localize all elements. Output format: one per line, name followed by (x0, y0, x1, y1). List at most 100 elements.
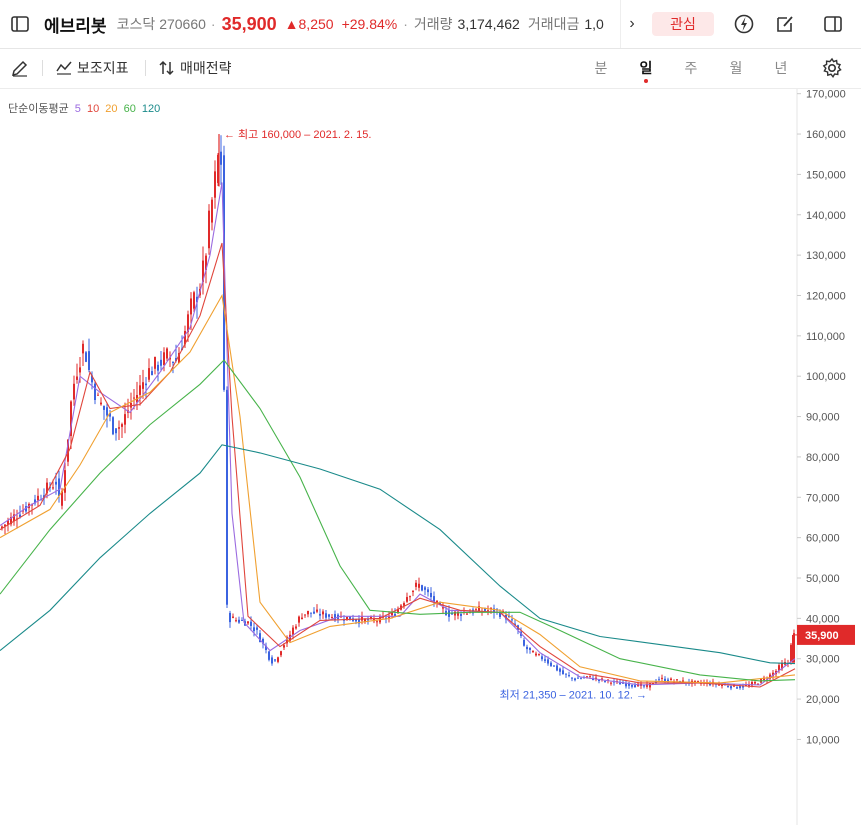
y-tick-label: 70,000 (806, 492, 840, 504)
candle-body (226, 389, 228, 605)
period-year[interactable]: 년 (774, 60, 788, 76)
candle-body (751, 682, 753, 686)
candle-body (166, 348, 168, 359)
period-week[interactable]: 주 (684, 60, 698, 76)
candle-body (295, 626, 297, 629)
candle-body (274, 659, 276, 661)
candle-body (571, 677, 573, 679)
price-chart[interactable]: 10,000 20,000 30,000 40,000 50,000 60,000 70,0… (0, 89, 861, 825)
candle-body (781, 663, 783, 670)
candle-body (598, 679, 600, 681)
candle-body (574, 678, 576, 681)
y-tick-label: 80,000 (806, 452, 840, 464)
candle-body (628, 682, 630, 686)
candle-body (154, 357, 156, 369)
candle-body (577, 677, 579, 679)
candle-body (730, 686, 732, 689)
candle-body (67, 439, 69, 462)
candle-body (487, 610, 489, 612)
volume-label: 거래량 (413, 16, 453, 32)
candle-body (376, 621, 378, 623)
period-minute[interactable]: 분 (594, 60, 608, 76)
candle-body (64, 470, 66, 493)
candle-body (550, 662, 552, 666)
candle-body (271, 657, 273, 664)
candle-body (208, 210, 210, 249)
candle-body (523, 639, 525, 646)
candle-body (451, 613, 453, 615)
candle-body (385, 617, 387, 619)
y-tick-label: 20,000 (806, 694, 840, 706)
amount-value: 1,0 (584, 16, 604, 32)
candle-body (247, 621, 249, 624)
candle-body (748, 684, 750, 687)
period-day[interactable]: 일 (633, 48, 659, 88)
current-price-tag (797, 624, 855, 645)
candle-body (328, 614, 330, 617)
candle-body (439, 602, 441, 604)
candle-body (736, 687, 738, 689)
candle-body (214, 171, 216, 198)
moving-average-ma60 (0, 359, 796, 682)
panel-toggle-icon[interactable] (10, 14, 30, 34)
candle-body (754, 681, 756, 684)
candle-body (46, 482, 48, 494)
candle-body (157, 364, 159, 371)
candle-body (778, 665, 780, 671)
candle-body (370, 616, 372, 619)
candle-body (232, 616, 234, 618)
indicator-button[interactable]: 보조지표 (55, 48, 129, 88)
toolbar-divider (42, 60, 43, 76)
candle-body (256, 627, 258, 630)
candle-body (604, 681, 606, 683)
candle-body (58, 478, 60, 496)
candle-body (349, 616, 351, 621)
candle-body (430, 592, 432, 598)
lightning-icon[interactable] (733, 13, 755, 35)
strategy-button[interactable]: 매매전략 (158, 48, 232, 88)
candle-body (220, 151, 222, 165)
candle-body (658, 679, 660, 681)
candle-body (193, 292, 195, 309)
candle-body (433, 596, 435, 603)
candle-body (763, 677, 765, 681)
candle-body (121, 424, 123, 427)
moving-average-ma5 (0, 182, 796, 686)
candle-body (364, 618, 366, 623)
gear-icon[interactable] (821, 57, 843, 79)
stock-name[interactable]: 에브리봇 (44, 16, 107, 36)
high-annotation: ← 최고 160,000 – 2021. 2. 15. (224, 128, 371, 141)
sidebar-icon[interactable] (822, 13, 844, 35)
period-month[interactable]: 월 (729, 60, 743, 76)
current-price: 35,900 (221, 13, 277, 34)
candle-body (253, 627, 255, 632)
pencil-icon (11, 60, 28, 77)
candle-body (697, 680, 699, 683)
candle-body (196, 296, 198, 303)
candle-body (457, 611, 459, 616)
legend-ma60: 60 (123, 103, 136, 115)
candle-body (277, 657, 279, 662)
candle-body (499, 612, 501, 617)
candle-body (238, 619, 240, 623)
candle-body (235, 620, 237, 622)
legend-ma5: 5 (74, 103, 81, 115)
candle-body (169, 357, 171, 360)
chevron-right-icon[interactable]: › (620, 0, 643, 48)
favorite-button[interactable]: 관심 (652, 12, 714, 36)
candle-body (586, 676, 588, 678)
candle-body (316, 609, 318, 612)
y-tick-label: 110,000 (806, 331, 845, 343)
candle-body (667, 679, 669, 682)
candle-body (175, 357, 177, 361)
candle-body (283, 645, 285, 648)
edit-icon[interactable] (774, 13, 796, 35)
indicator-label: 보조지표 (77, 60, 129, 76)
draw-tool-button[interactable] (10, 48, 30, 88)
candle-body (544, 659, 546, 661)
up-arrow-icon: ▲ (284, 16, 299, 32)
candle-body (301, 617, 303, 620)
candle-body (493, 608, 495, 613)
active-dot (644, 79, 648, 83)
candle-body (661, 677, 663, 679)
